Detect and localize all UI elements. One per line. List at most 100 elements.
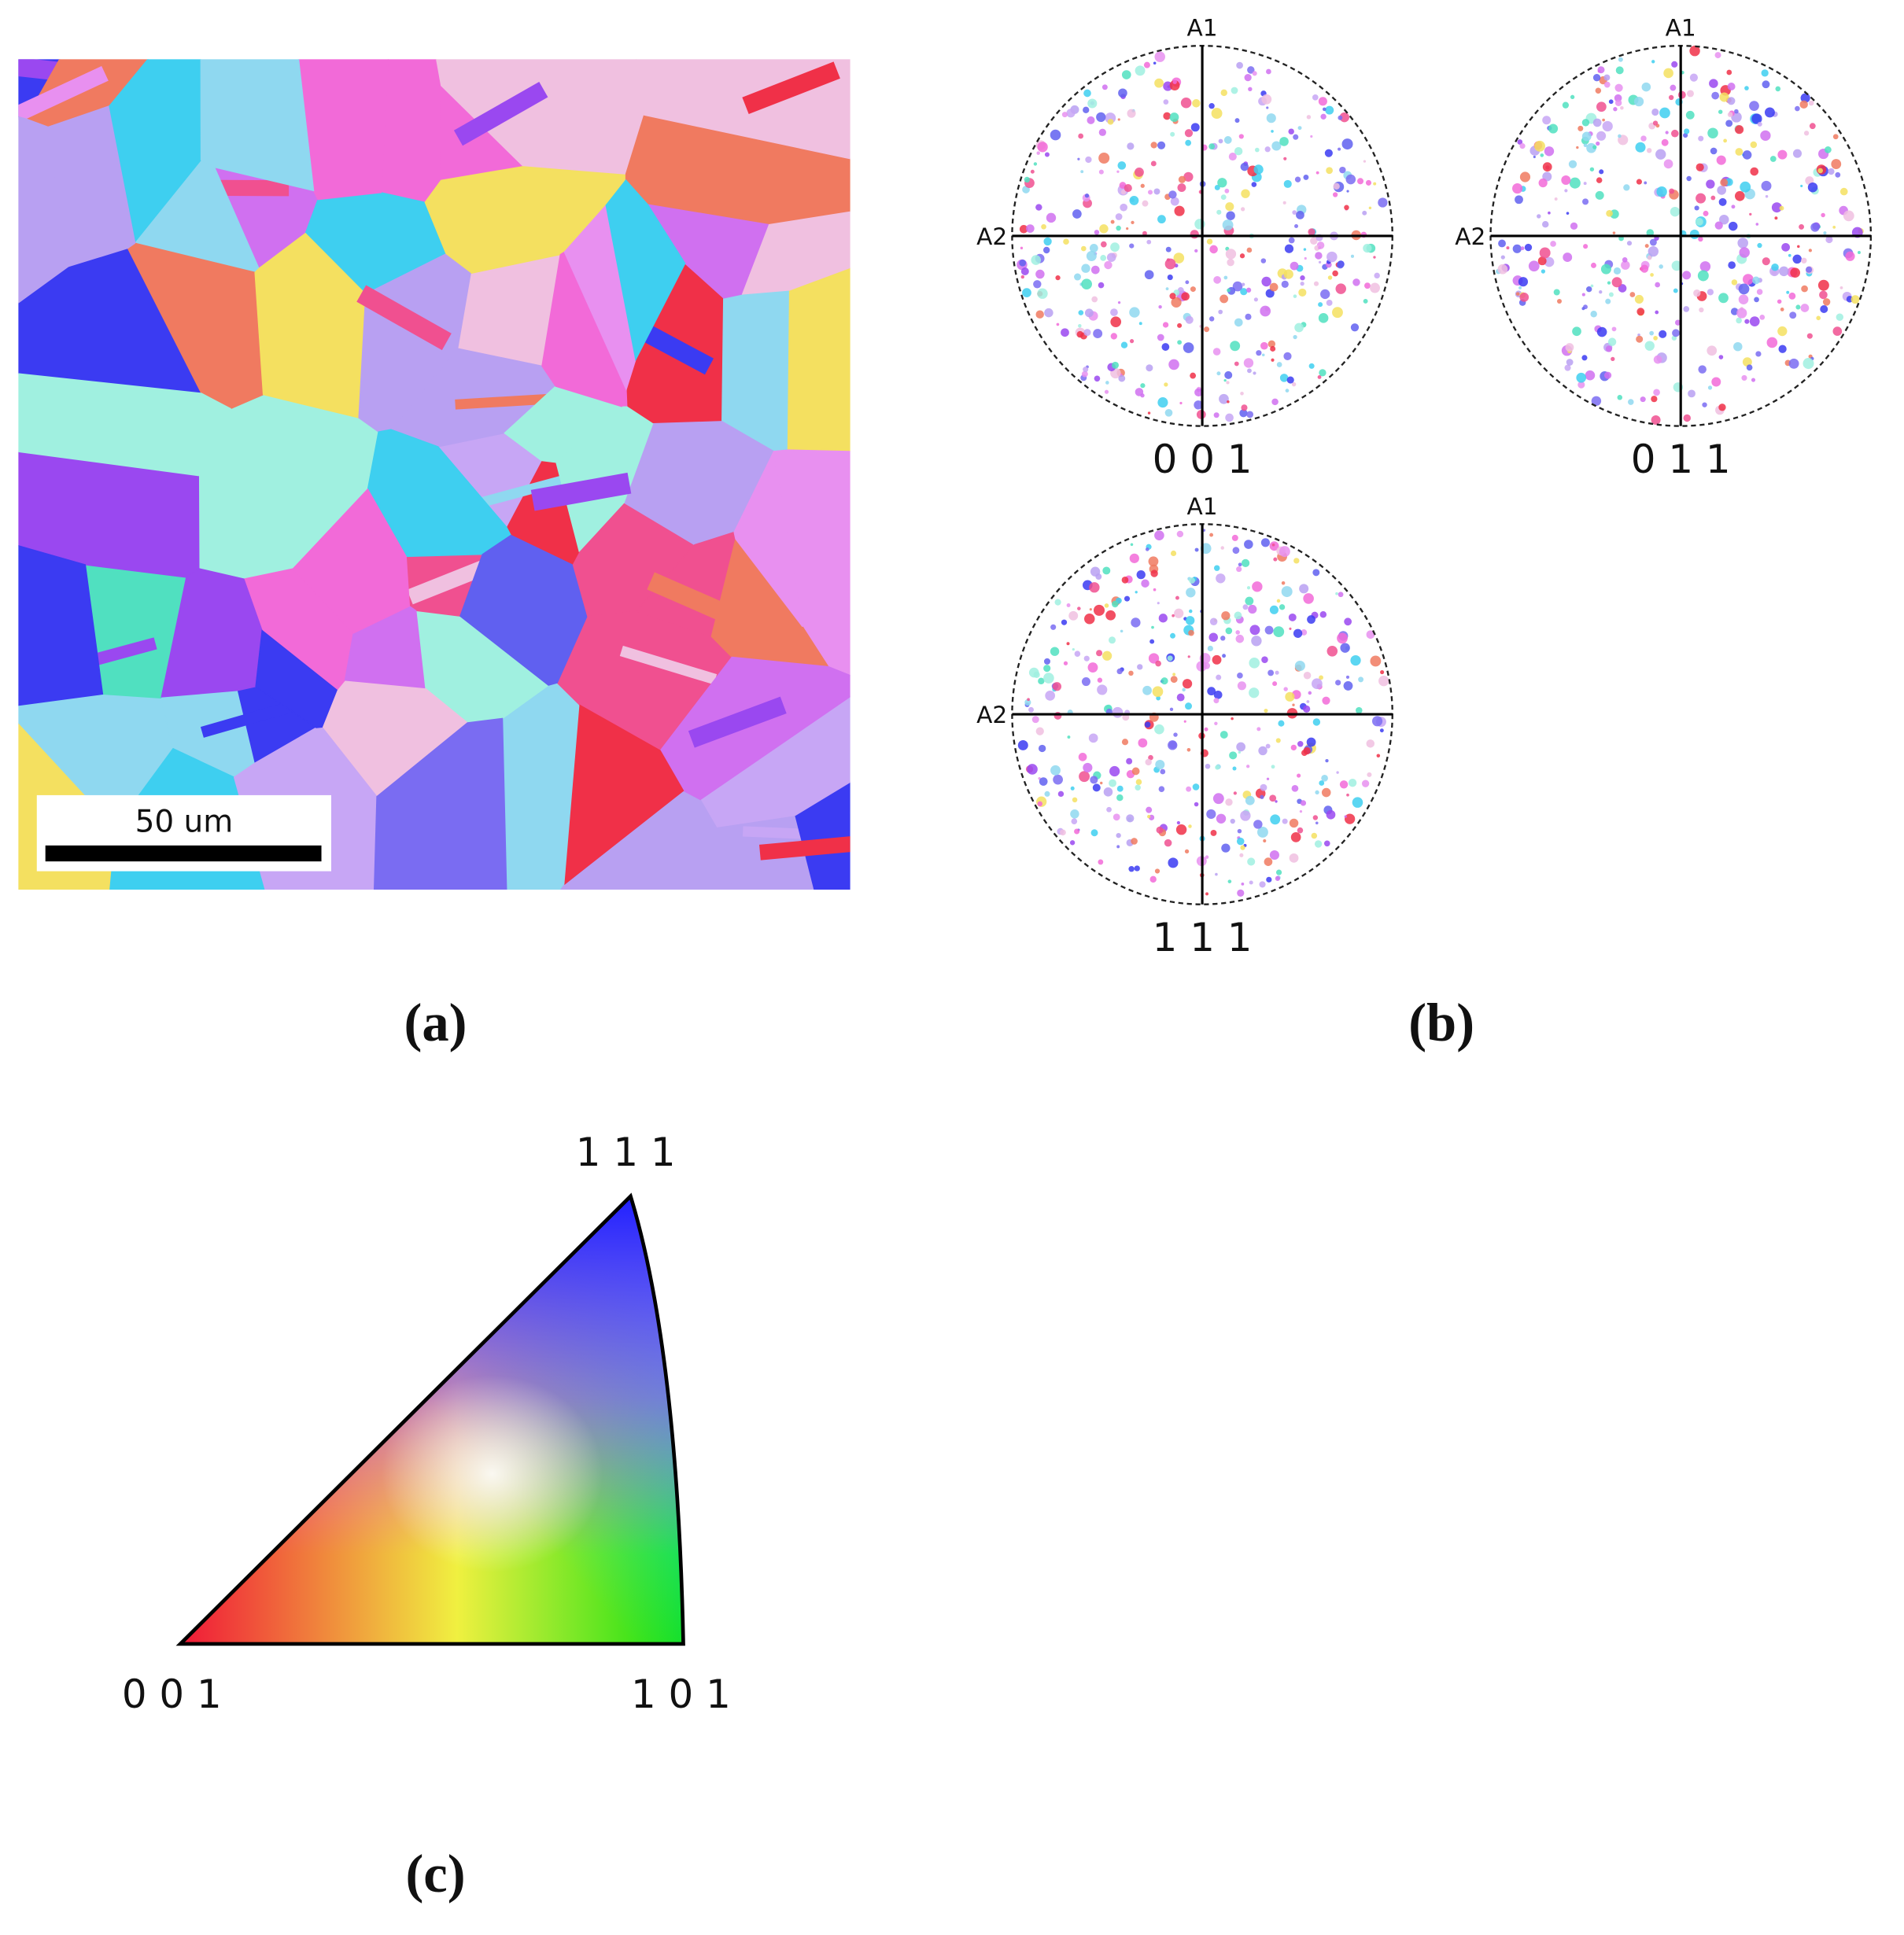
pole-point <box>1230 341 1241 352</box>
pole-point <box>1110 219 1115 224</box>
pole-point <box>1246 411 1254 418</box>
pole-point <box>1687 90 1694 98</box>
pole-point <box>1024 176 1030 183</box>
pole-point <box>1241 189 1250 198</box>
pole-point <box>1379 728 1384 733</box>
pole-point <box>1120 189 1127 195</box>
pole-point <box>1611 326 1617 332</box>
pole-point <box>1081 370 1088 378</box>
pole-point <box>1376 754 1381 758</box>
twin-band <box>688 696 787 748</box>
pole-point <box>1171 297 1182 308</box>
pole-point <box>1653 336 1658 341</box>
pole-point <box>1548 211 1551 215</box>
pole-point <box>1799 100 1808 109</box>
pole-point <box>1248 87 1253 92</box>
pole-point <box>1100 781 1103 785</box>
pole-point <box>1019 225 1028 234</box>
pole-point <box>1043 658 1050 665</box>
grain <box>109 59 202 242</box>
pole-point <box>1293 628 1303 638</box>
pole-point <box>1244 540 1253 549</box>
pole-point <box>1187 655 1190 658</box>
pole-point <box>1079 771 1090 783</box>
pole-point <box>1039 777 1048 786</box>
pole-point <box>1672 329 1680 337</box>
pole-point <box>1561 175 1571 185</box>
pole-point <box>1037 288 1048 299</box>
pole-point <box>1129 243 1135 249</box>
pole-point <box>1177 340 1182 345</box>
axis-label: A1 <box>1187 493 1218 520</box>
pole-point <box>1512 183 1523 194</box>
pole-point <box>1177 322 1183 328</box>
pole-point <box>1651 60 1655 64</box>
pole-point <box>1760 130 1771 142</box>
pole-point <box>1211 108 1223 120</box>
pole-point <box>1167 274 1173 281</box>
pole-point <box>1651 396 1658 403</box>
pole-point <box>1820 305 1828 314</box>
pole-point <box>1553 289 1560 296</box>
pole-point <box>1742 150 1752 160</box>
pole-figure-label: 1 1 1 <box>1153 915 1253 960</box>
pole-point <box>1647 255 1652 260</box>
pole-point <box>1030 169 1035 174</box>
pole-point <box>1621 260 1630 270</box>
pole-point <box>1665 131 1669 135</box>
grain <box>787 267 851 452</box>
pole-point <box>1092 783 1101 792</box>
pole-point <box>1828 168 1835 175</box>
pole-point <box>1315 821 1319 825</box>
pole-point <box>1325 758 1329 763</box>
grain <box>373 717 507 890</box>
pole-point <box>1321 787 1331 798</box>
pole-point <box>1801 285 1808 293</box>
pole-point <box>1284 244 1294 253</box>
pole-point <box>1084 194 1090 198</box>
pole-point <box>1321 774 1328 782</box>
pole-point <box>1148 556 1159 567</box>
pole-point <box>1550 241 1556 247</box>
pole-point <box>1285 691 1295 702</box>
pole-point <box>1090 829 1098 837</box>
pole-point <box>1711 91 1720 100</box>
pole-point <box>1276 362 1282 367</box>
pole-point <box>1035 310 1044 319</box>
pole-point <box>1024 698 1031 706</box>
pole-point <box>1240 845 1245 850</box>
pole-point <box>1633 96 1644 107</box>
pole-point <box>1749 101 1759 111</box>
pole-point <box>1210 830 1217 836</box>
pole-point <box>1269 794 1277 802</box>
pole-point <box>1585 370 1596 381</box>
pole-point <box>1778 345 1787 353</box>
pole-point <box>1622 256 1628 263</box>
pole-point <box>1265 743 1271 749</box>
pole-point <box>1057 791 1065 798</box>
pole-point <box>1308 363 1315 369</box>
pole-point <box>1591 396 1602 407</box>
pole-point <box>1757 242 1762 249</box>
pole-point <box>1055 275 1061 281</box>
pole-point <box>1515 195 1523 205</box>
pole-point <box>1145 758 1152 766</box>
pole-point <box>1068 610 1079 621</box>
pole-point <box>1623 184 1630 191</box>
twin-band <box>88 400 184 458</box>
pole-point <box>1303 746 1311 755</box>
pole-point <box>1109 779 1116 787</box>
pole-point <box>1570 94 1575 100</box>
pole-figure-label: 0 0 1 <box>1153 437 1253 482</box>
pole-point <box>1528 260 1540 272</box>
pole-point <box>1332 307 1343 319</box>
pole-point <box>1088 733 1098 743</box>
pole-point <box>1674 319 1681 326</box>
pole-point <box>1148 653 1160 664</box>
pole-point <box>1640 396 1646 403</box>
pole-point <box>1566 359 1574 366</box>
pole-point <box>1116 225 1121 231</box>
pole-point <box>1238 134 1244 139</box>
pole-point <box>1332 192 1338 197</box>
pole-point <box>1046 212 1057 223</box>
